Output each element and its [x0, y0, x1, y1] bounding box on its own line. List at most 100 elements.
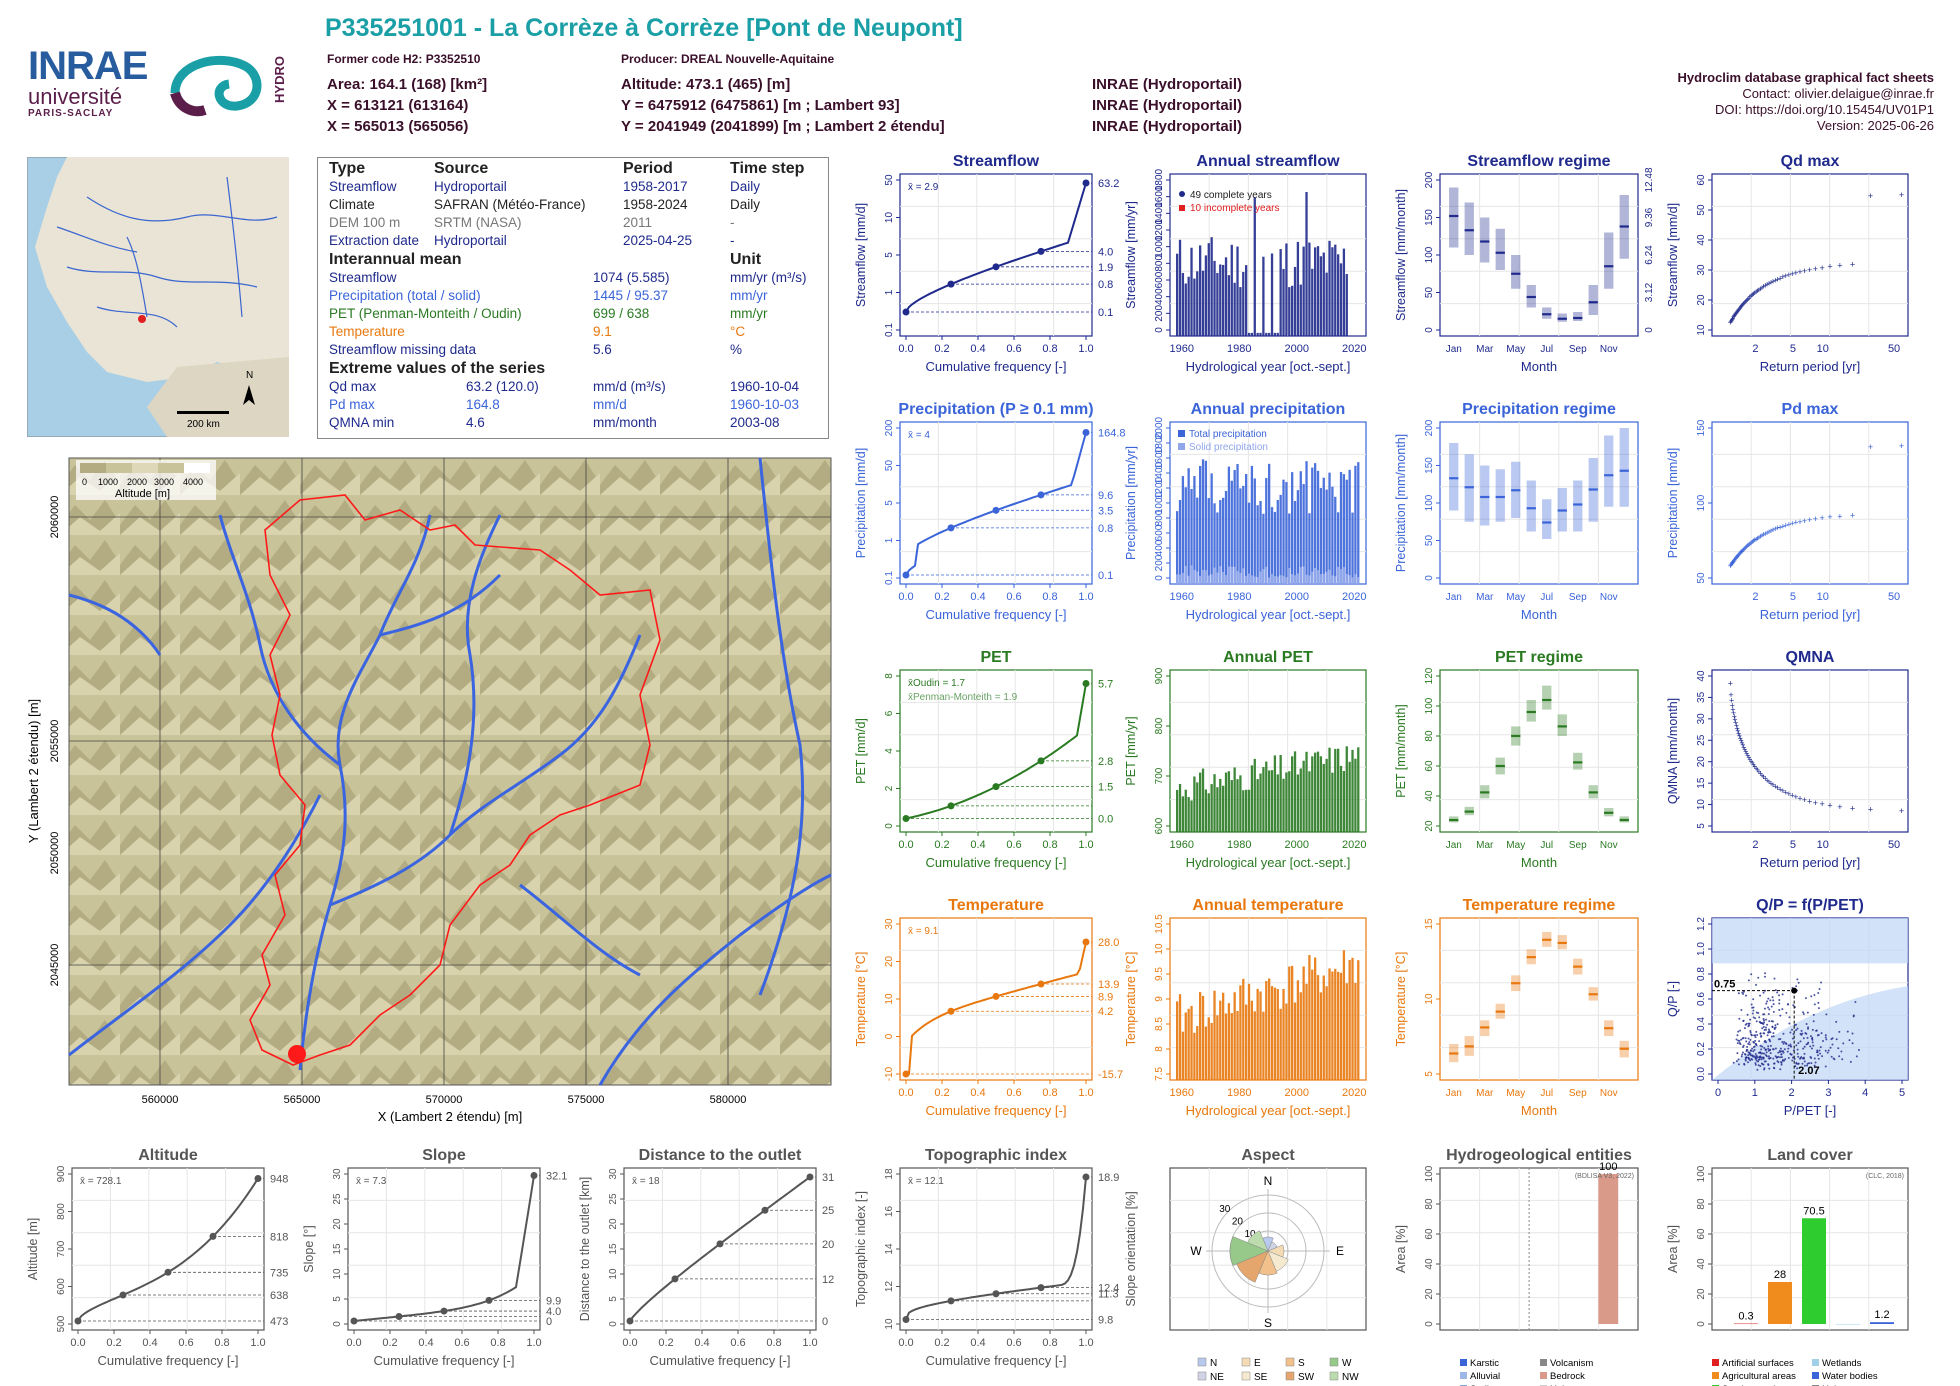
year-bar-secondary — [1285, 577, 1288, 584]
scatter-point — [1802, 1037, 1805, 1040]
return-point: + — [1742, 544, 1747, 554]
limit-zone — [1712, 918, 1908, 964]
scatter-point — [1779, 1056, 1782, 1059]
scatter-point — [1757, 1051, 1760, 1054]
cell: - — [730, 233, 735, 248]
altitude-legend: 0 1000 2000 3000 4000 Altitude [m] — [76, 460, 216, 500]
x-tick-label: 0.8 — [1042, 1337, 1057, 1349]
y-tick-label: 8.5 — [1154, 1017, 1165, 1031]
scatter-point — [1751, 1006, 1754, 1009]
year-bar — [1259, 991, 1262, 1080]
year-bar — [1262, 767, 1265, 832]
scatter-point — [1824, 1049, 1827, 1052]
x-tick-label: 0.6 — [1006, 839, 1021, 851]
plot-area — [1711, 173, 1909, 337]
scatter-point — [1743, 1027, 1746, 1030]
year-bar — [1268, 332, 1271, 336]
year-bar-secondary — [1279, 575, 1282, 584]
y-tick-label: 150 — [1424, 209, 1435, 226]
return-point: + — [1745, 541, 1750, 551]
scatter-point — [1764, 1054, 1767, 1057]
year-bar — [1242, 978, 1245, 1080]
y-tick-label: 1800 — [1154, 168, 1165, 191]
scatter-point — [1787, 1056, 1790, 1059]
year-bar — [1291, 756, 1294, 832]
return-point: + — [1747, 754, 1752, 764]
scatter-point — [1774, 989, 1777, 992]
return-point: + — [1899, 441, 1904, 451]
x-tick-label: 0.2 — [934, 839, 949, 851]
return-point: + — [1731, 708, 1736, 718]
year-bar — [1357, 462, 1360, 584]
x-axis-label: Cumulative frequency [-] — [926, 359, 1067, 374]
scatter-point — [1749, 1018, 1752, 1021]
return-point: + — [1744, 542, 1749, 552]
scatter-point — [1811, 1028, 1814, 1031]
right-tick-label: 20 — [822, 1239, 834, 1251]
cell: 1445 / 95.37 — [593, 288, 669, 303]
year-bar — [1293, 1002, 1297, 1080]
year-bar — [1328, 968, 1331, 1080]
y-tick-label: 200 — [1154, 554, 1165, 571]
return-point: + — [1729, 696, 1734, 706]
x-tick-label: Jul — [1540, 344, 1553, 355]
year-bar — [1236, 463, 1239, 584]
scatter-point — [1817, 1007, 1820, 1010]
scatter-point — [1767, 1012, 1770, 1015]
year-bar — [1201, 768, 1205, 832]
year-bar — [1230, 480, 1233, 584]
chart-title: PET — [980, 649, 1011, 666]
scatter-point — [1752, 1009, 1755, 1012]
cell: 1960-10-03 — [730, 397, 800, 412]
doi[interactable]: DOI: https://doi.org/10.15454/UV01P1 — [1715, 102, 1934, 117]
value-label: 0.3 — [1738, 1311, 1753, 1323]
y-tick-label: 20 — [1696, 756, 1707, 768]
scatter-point — [1767, 1063, 1770, 1066]
year-bar — [1187, 796, 1190, 832]
universite-logo: université — [28, 84, 123, 109]
return-point: + — [1730, 557, 1735, 567]
direction-label: E — [1336, 1244, 1344, 1258]
scatter-point — [1774, 1024, 1777, 1027]
y-tick-label: 0.8 — [1696, 967, 1707, 981]
year-bar — [1256, 988, 1259, 1080]
y-tick-label: 600 — [1154, 271, 1165, 288]
right-tick-label: 12.48 — [1644, 167, 1655, 192]
year-bar — [1342, 950, 1346, 1080]
contact[interactable]: Contact: olivier.delaigue@inrae.fr — [1742, 86, 1934, 101]
value-label: 28 — [1774, 1269, 1786, 1281]
return-point: + — [1753, 287, 1758, 297]
year-bar — [1322, 252, 1325, 336]
scatter-point — [1806, 1064, 1809, 1067]
scatter-point — [1820, 981, 1823, 984]
y-tick-label: 600 — [1154, 817, 1165, 834]
y-tick-label: 10 — [884, 212, 895, 224]
return-point: + — [1743, 747, 1748, 757]
x-tick-label: 2020 — [1342, 1087, 1366, 1099]
right-tick-label: 1.5 — [1098, 782, 1113, 794]
year-bar — [1325, 272, 1328, 336]
year-bar-secondary — [1245, 575, 1248, 584]
former-code: Former code H2: P3352510 — [327, 52, 481, 66]
return-point: + — [1738, 302, 1743, 312]
return-point: + — [1752, 535, 1757, 545]
scatter-point — [1766, 1023, 1769, 1026]
scatter-point — [1752, 1016, 1755, 1019]
year-bar-secondary — [1293, 575, 1297, 584]
scatter-point — [1758, 1040, 1761, 1043]
year-bar — [1339, 471, 1343, 584]
plot-area — [899, 421, 1093, 585]
y-tick-label: 5 — [608, 1296, 619, 1302]
cell: 1960-10-04 — [730, 379, 800, 394]
direction-label: W — [1190, 1244, 1202, 1258]
cell: 1958-2024 — [623, 197, 688, 212]
scatter-point — [1782, 1032, 1785, 1035]
return-point: + — [1747, 539, 1752, 549]
chart-title: Qd max — [1781, 153, 1840, 170]
year-bar — [1219, 778, 1222, 832]
y-tick-label: 20 — [884, 956, 895, 968]
year-bar — [1187, 276, 1190, 336]
year-bar — [1256, 332, 1259, 336]
year-bar — [1193, 776, 1196, 832]
scatter-point — [1749, 1054, 1752, 1057]
